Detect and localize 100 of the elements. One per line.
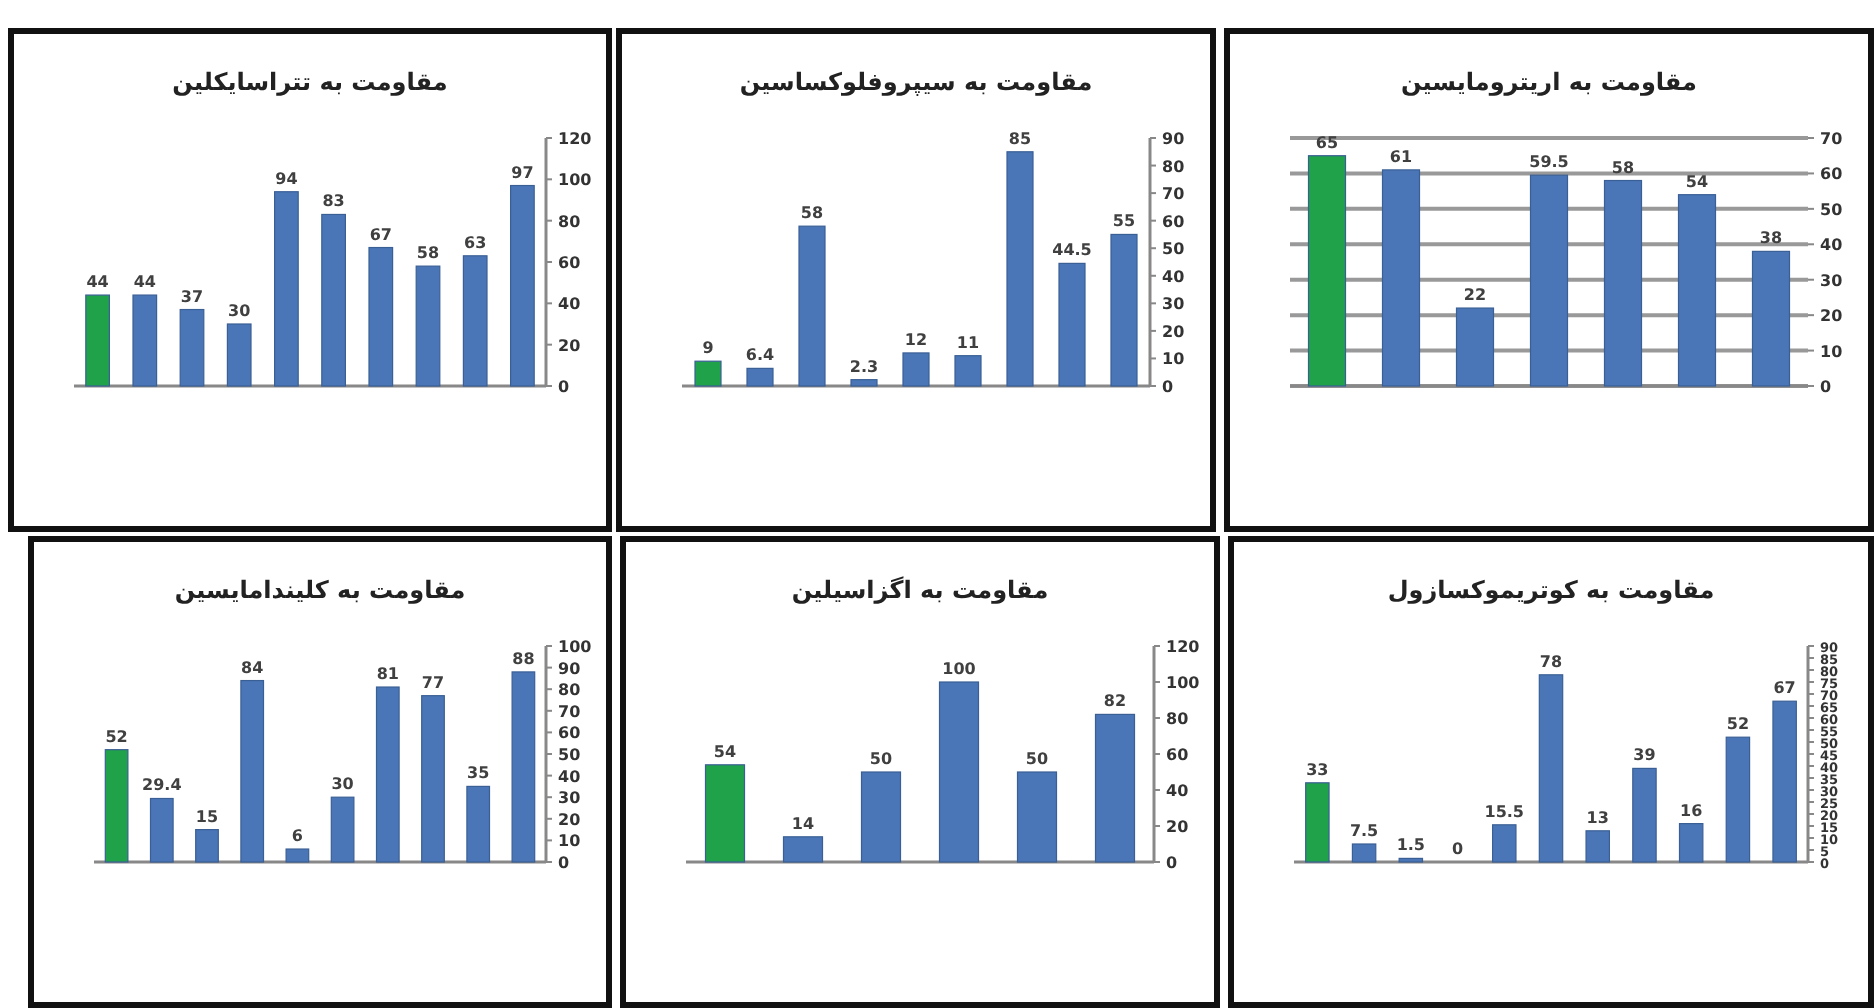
y-tick-label: 20 [558,810,582,829]
bar [85,294,110,387]
bar [195,829,219,863]
data-label: 78 [1539,652,1563,671]
bar [1094,713,1136,863]
bar [368,246,394,387]
y-tick-label: 10 [558,832,582,851]
bar [421,695,445,863]
y-tick-label: 50 [1820,200,1844,219]
data-label: 58 [800,204,824,223]
data-label: 67 [369,225,392,244]
data-label: 100 [942,660,977,678]
bar [1725,736,1751,863]
bar [1603,179,1643,387]
data-label: 52 [1726,715,1750,734]
data-label: 15 [195,807,219,826]
data-label: 7.5 [1349,822,1380,840]
bar [1772,700,1797,863]
bar [1006,151,1034,387]
y-tick-label: 100 [558,171,593,190]
y-tick-label: 50 [558,746,582,764]
chart-title: مقاومت به سیپروفلوکساسین [739,68,1093,96]
data-label: 13 [1586,808,1609,827]
bar [274,191,299,387]
y-tick-label: 120 [558,130,593,148]
bar [462,255,488,387]
y-tick-label: 20 [558,336,582,355]
y-tick-label: 60 [1166,746,1190,764]
y-tick-label: 80 [558,212,582,231]
bar [902,352,930,387]
bar [149,797,174,863]
data-label: 77 [421,673,445,692]
data-label: 11 [956,333,980,352]
data-label: 81 [376,665,400,684]
bar [694,360,722,387]
y-tick-label: 80 [558,681,582,700]
data-label: 65 [1315,133,1339,152]
data-label: 82 [1103,692,1127,711]
data-label: 9 [702,339,715,358]
y-tick-label: 70 [1162,185,1186,204]
data-label: 88 [512,649,536,668]
data-label: 0 [1451,840,1464,858]
y-tick-label: 40 [1820,236,1844,255]
bar [798,225,826,387]
data-label: 6.4 [745,346,776,365]
data-label: 84 [241,658,265,677]
data-label: 97 [511,163,534,182]
chart-title: مقاومت به تتراسایکلین [172,68,448,96]
data-label: 37 [180,287,204,306]
data-label: 50 [869,750,893,768]
bar [704,764,746,863]
bar [1491,824,1517,863]
bar [321,213,346,387]
data-label: 54 [1685,172,1709,191]
bar [510,184,535,387]
data-label: 38 [1759,229,1783,248]
bar [1381,169,1421,387]
y-tick-label: 80 [1162,157,1186,176]
data-label: 39 [1633,746,1657,765]
data-label: 44 [133,273,157,292]
data-label: 1.5 [1396,836,1426,855]
bar [1585,830,1611,863]
y-tick-label: 70 [558,702,582,721]
y-tick-label: 20 [1166,818,1190,836]
data-label: 83 [322,192,345,211]
bar [179,308,205,387]
y-tick-label: 20 [1820,307,1844,326]
y-tick-label: 30 [1162,295,1186,314]
bar [1632,767,1657,863]
data-label: 14 [791,814,815,833]
bar [1751,250,1791,387]
y-tick-label: 10 [1162,350,1186,369]
bar [132,294,158,387]
data-label: 33 [1306,760,1329,779]
data-label: 59.5 [1529,153,1570,172]
bar [954,355,982,387]
y-tick-label: 40 [558,767,582,786]
y-tick-label: 0 [1162,378,1174,396]
y-tick-label: 60 [1820,165,1844,184]
bar [1538,674,1564,863]
y-tick-label: 50 [1162,240,1186,259]
bar [938,681,980,863]
bar [1455,307,1495,387]
bar [782,836,824,863]
y-tick-label: 40 [1162,267,1186,286]
bar [1305,782,1330,863]
bar [1307,155,1347,387]
y-tick-label: 120 [1166,638,1201,656]
bar [466,785,491,863]
y-tick-label: 0 [1166,854,1178,872]
data-label: 61 [1389,147,1413,166]
y-tick-label: 30 [1820,271,1844,290]
data-label: 22 [1463,286,1487,305]
y-tick-label: 100 [1166,674,1201,692]
y-tick-label: 40 [558,295,582,314]
bar [1110,233,1138,387]
bar [240,679,265,863]
data-label: 30 [331,775,355,794]
bar [104,749,129,863]
data-label: 67 [1773,679,1796,698]
